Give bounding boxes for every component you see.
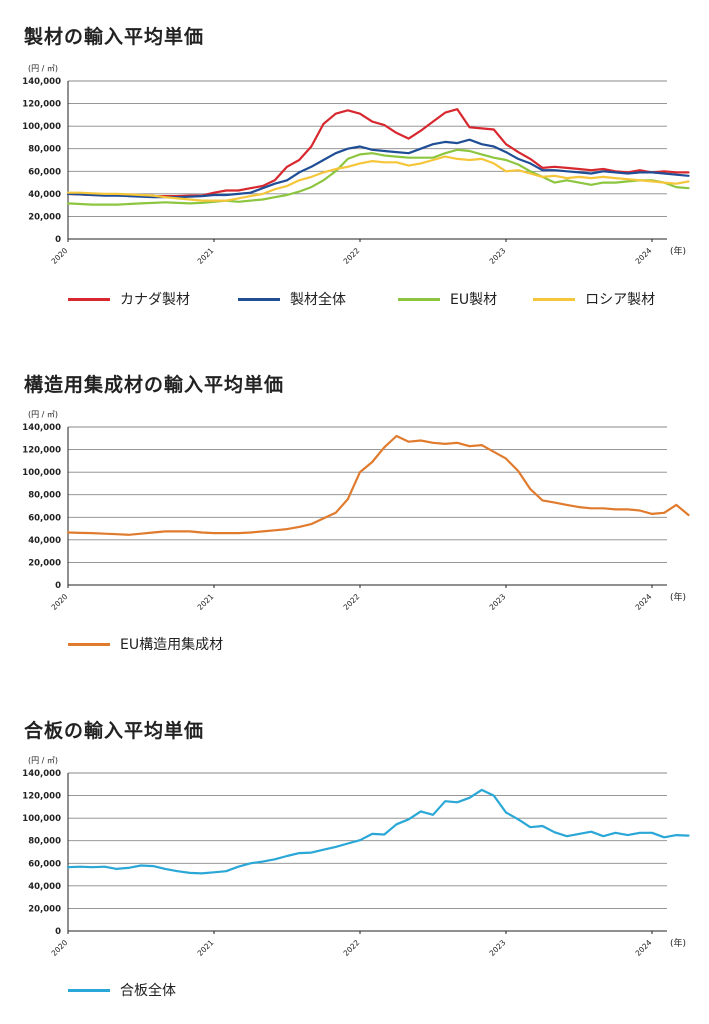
y-tick-label: 60,000 bbox=[28, 513, 61, 523]
y-tick-label: 60,000 bbox=[28, 167, 61, 177]
y-tick-label: 140,000 bbox=[22, 77, 61, 87]
legend-label: ロシア製材 bbox=[585, 292, 656, 308]
legend-item-total: 製材全体 bbox=[238, 289, 346, 309]
x-tick-label: 2023 bbox=[488, 938, 508, 958]
legend-item-russia: ロシア製材 bbox=[533, 289, 655, 309]
legend-swatch bbox=[533, 297, 576, 301]
legend-item-eu: EU製材 bbox=[398, 289, 497, 309]
legend-1: カナダ製材 製材全体 EU製材 ロシア製材 bbox=[68, 289, 677, 309]
y-tick-label: 100,000 bbox=[22, 122, 61, 132]
x-tick-label: 2022 bbox=[342, 592, 362, 612]
legend-item-canada: カナダ製材 bbox=[68, 289, 190, 309]
series-line bbox=[66, 788, 690, 875]
x-unit-label: (年) bbox=[670, 591, 686, 603]
y-tick-label: 80,000 bbox=[28, 145, 61, 155]
y-tick-label: 140,000 bbox=[22, 423, 61, 433]
y-tick-label: 0 bbox=[55, 581, 61, 591]
x-tick-label: 2024 bbox=[634, 246, 654, 266]
y-tick-label: 40,000 bbox=[28, 882, 61, 892]
legend-label: 製材全体 bbox=[290, 292, 346, 308]
chart-title-3: 合板の輸入平均単価 bbox=[24, 720, 205, 742]
y-tick-label: 80,000 bbox=[28, 491, 61, 501]
x-tick-label: 2022 bbox=[342, 938, 362, 958]
y-tick-label: 140,000 bbox=[22, 769, 61, 779]
x-tick-label: 2021 bbox=[196, 938, 216, 958]
y-unit-label: (円 / ㎥) bbox=[28, 410, 58, 419]
x-tick-label: 2022 bbox=[342, 246, 362, 266]
legend-item-plywood: 合板全体 bbox=[68, 980, 176, 1000]
y-tick-label: 40,000 bbox=[28, 190, 61, 200]
legend-swatch bbox=[238, 297, 280, 301]
legend-item-eu-glulam: EU構造用集成材 bbox=[68, 634, 223, 654]
y-tick-label: 0 bbox=[55, 927, 61, 937]
legend-swatch bbox=[68, 988, 110, 992]
series-line bbox=[66, 155, 690, 202]
legend-2: EU構造用集成材 bbox=[68, 634, 245, 654]
legend-label: カナダ製材 bbox=[120, 292, 190, 308]
x-tick-label: 2021 bbox=[196, 592, 216, 612]
chart-title-2: 構造用集成材の輸入平均単価 bbox=[24, 374, 285, 396]
x-tick-label: 2023 bbox=[488, 592, 508, 612]
line-chart-2: (円 / ㎥) 0 20,000 40,000 60,000 80,000 100,000 1… bbox=[22, 410, 690, 612]
x-tick-label: 2024 bbox=[634, 938, 654, 958]
series-line bbox=[66, 148, 690, 206]
legend-label: EU構造用集成材 bbox=[120, 637, 224, 653]
line-chart-1: (円 / ㎥) 0 20,000 40,000 60,000 80,000 100,000 1… bbox=[22, 64, 690, 266]
x-tick-label: 2024 bbox=[634, 592, 654, 612]
legend-3: 合板全体 bbox=[68, 980, 198, 1000]
legend-swatch bbox=[68, 297, 110, 301]
y-tick-label: 40,000 bbox=[28, 536, 61, 546]
x-tick-label: 2023 bbox=[488, 246, 508, 266]
line-chart-3: (円 / ㎥) 0 20,000 40,000 60,000 80,000 100,000 1… bbox=[22, 756, 690, 958]
x-unit-label: (年) bbox=[670, 245, 686, 257]
y-unit-label: (円 / ㎥) bbox=[28, 64, 58, 73]
legend-label: 合板全体 bbox=[120, 983, 176, 999]
y-tick-label: 100,000 bbox=[22, 468, 61, 478]
x-tick-label: 2021 bbox=[196, 246, 216, 266]
series-line bbox=[66, 434, 690, 536]
y-tick-label: 20,000 bbox=[28, 904, 61, 914]
y-tick-label: 0 bbox=[55, 235, 61, 245]
y-unit-label: (円 / ㎥) bbox=[28, 756, 58, 765]
y-tick-label: 100,000 bbox=[22, 814, 61, 824]
legend-swatch bbox=[68, 642, 110, 646]
y-tick-label: 120,000 bbox=[22, 100, 61, 110]
x-tick-label: 2020 bbox=[50, 938, 70, 958]
chart-title-1: 製材の輸入平均単価 bbox=[24, 26, 205, 48]
x-unit-label: (年) bbox=[670, 937, 686, 949]
x-tick-label: 2020 bbox=[50, 592, 70, 612]
legend-swatch bbox=[398, 297, 440, 301]
y-tick-label: 80,000 bbox=[28, 837, 61, 847]
y-tick-label: 20,000 bbox=[28, 558, 61, 568]
y-tick-label: 120,000 bbox=[22, 792, 61, 802]
y-tick-label: 20,000 bbox=[28, 212, 61, 222]
legend-label: EU製材 bbox=[450, 292, 498, 308]
y-tick-label: 120,000 bbox=[22, 446, 61, 456]
y-tick-label: 60,000 bbox=[28, 859, 61, 869]
x-tick-label: 2020 bbox=[50, 246, 70, 266]
